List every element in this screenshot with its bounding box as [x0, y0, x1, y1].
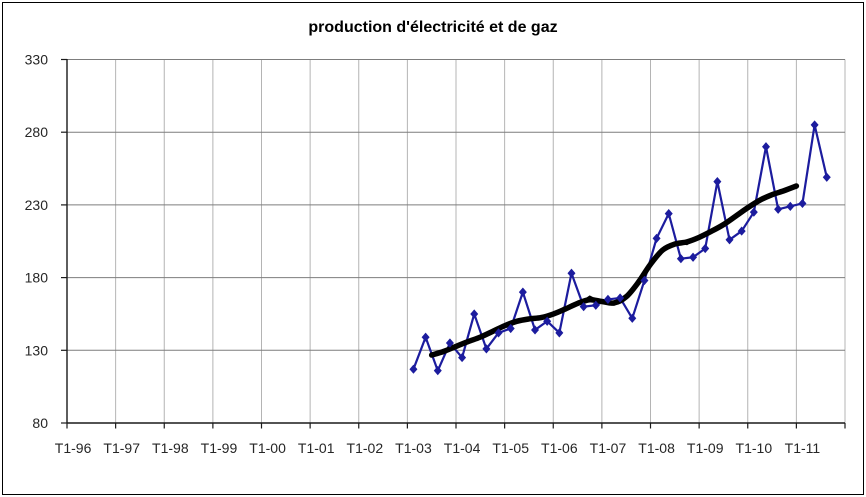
diamond-marker — [676, 254, 685, 264]
x-axis-tick-label: T1-09 — [687, 440, 724, 456]
diamond-marker — [494, 328, 503, 338]
diamond-marker — [458, 352, 467, 363]
x-axis-tick-label: T1-06 — [541, 440, 578, 456]
x-axis-labels: T1-96 T1-97 T1-98 T1-99 T1-00 T1-01 T1-02 T1-03… — [55, 440, 821, 456]
chart-title: production d'électricité et de gaz — [308, 19, 558, 36]
diamond-marker — [470, 309, 479, 319]
diamond-marker — [749, 207, 758, 217]
x-axis-tick-label: T1-00 — [249, 440, 286, 456]
y-axis-labels: 330 280 230 180 130 80 — [25, 52, 49, 432]
x-axis-tick-label: T1-07 — [590, 440, 627, 456]
diamond-marker — [616, 293, 625, 303]
x-axis-tick-label: T1-05 — [492, 440, 529, 456]
diamond-marker — [822, 172, 831, 182]
diamond-marker — [664, 209, 673, 219]
y-axis-tick-label: 280 — [25, 124, 49, 140]
diamond-marker — [603, 294, 612, 305]
diamond-marker — [628, 313, 637, 323]
diamond-marker — [798, 198, 807, 209]
diamond-marker — [786, 201, 795, 211]
diamond-marker — [640, 275, 649, 286]
trend-line — [428, 183, 800, 358]
diamond-marker — [774, 204, 783, 214]
diamond-marker — [652, 233, 661, 243]
diamond-marker — [567, 268, 576, 278]
diamond-marker — [518, 287, 527, 297]
vertical-gridlines — [66, 59, 846, 423]
x-axis-tick-label: T1-10 — [736, 440, 773, 456]
diamond-marker — [421, 332, 430, 342]
x-axis-tick-label: T1-97 — [103, 440, 140, 456]
diamond-marker — [409, 364, 418, 374]
diamond-marker — [433, 366, 442, 376]
diamond-marker — [713, 177, 722, 187]
diamond-marker — [810, 120, 819, 130]
x-axis-tick-label: T1-98 — [152, 440, 189, 456]
x-axis-tick-label: T1-04 — [444, 440, 481, 456]
x-axis-tick-label: T1-99 — [201, 440, 238, 456]
x-axis-tick-label: T1-02 — [347, 440, 384, 456]
diamond-marker — [555, 328, 564, 338]
diamond-marker — [482, 344, 491, 354]
diamond-marker — [531, 325, 540, 335]
diamond-marker — [579, 302, 588, 312]
x-axis-tick-label: T1-11 — [785, 440, 821, 456]
diamond-marker — [445, 338, 454, 348]
diamond-marker — [506, 323, 515, 334]
y-axis-tick-label: 180 — [25, 270, 49, 286]
diamond-marker — [543, 316, 552, 326]
diamond-marker — [761, 142, 770, 152]
diamond-marker — [701, 243, 710, 254]
data-series-line — [412, 123, 828, 372]
diamond-marker — [689, 252, 698, 262]
y-axis-tick-label: 330 — [25, 52, 49, 68]
x-axis-tick-label: T1-01 — [298, 440, 335, 456]
y-axis-tick-label: 130 — [25, 342, 49, 358]
axes — [61, 58, 846, 429]
x-axis-tick-label: T1-03 — [395, 440, 432, 456]
diamond-marker — [591, 300, 600, 310]
diamond-marker — [737, 226, 746, 236]
x-axis-tick-label: T1-96 — [55, 440, 92, 456]
diamond-marker — [725, 235, 734, 245]
data-point-markers — [409, 120, 831, 376]
y-axis-tick-label: 80 — [32, 415, 48, 431]
y-axis-tick-label: 230 — [25, 197, 49, 213]
x-axis-tick-label: T1-08 — [638, 440, 675, 456]
